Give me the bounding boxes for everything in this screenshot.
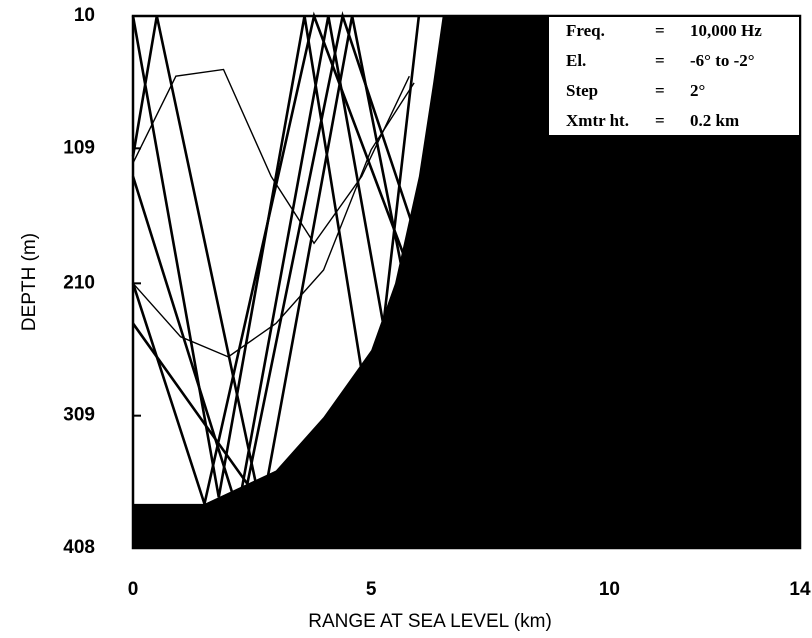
shadow-zone xyxy=(133,16,800,548)
ray xyxy=(131,11,411,509)
annotation-value: -6° to -2° xyxy=(690,51,755,70)
annotation-equals: = xyxy=(655,81,665,100)
annotation-label: Step xyxy=(566,81,598,100)
annotation-label: Xmtr ht. xyxy=(566,111,629,130)
x-tick-label: 5 xyxy=(366,579,377,600)
annotation-equals: = xyxy=(655,111,665,130)
y-tick-label: 109 xyxy=(63,137,95,158)
ray xyxy=(131,10,416,488)
annotation-box xyxy=(547,15,801,137)
annotation-value: 0.2 km xyxy=(690,111,739,130)
x-tick-label: 10 xyxy=(599,579,620,600)
annotation-label: Freq. xyxy=(566,21,605,40)
annotation-equals: = xyxy=(655,51,665,70)
x-tick-label: 14 xyxy=(789,579,811,600)
plot-frame xyxy=(131,14,802,550)
y-tick-label: 210 xyxy=(63,272,95,293)
x-tick-label: 0 xyxy=(128,579,139,600)
y-tick-label: 309 xyxy=(63,405,95,426)
ray xyxy=(131,15,430,511)
annotation-value: 10,000 Hz xyxy=(690,21,762,40)
annotation-equals: = xyxy=(655,21,665,40)
y-axis-label: DEPTH (m) xyxy=(19,233,40,331)
annotation-label: El. xyxy=(566,51,586,70)
y-tick-label: 10 xyxy=(74,5,95,26)
ray-curve xyxy=(132,68,410,245)
ray-curve xyxy=(132,82,415,358)
x-axis-label: RANGE AT SEA LEVEL (km) xyxy=(308,611,552,632)
annotation-value: 2° xyxy=(690,81,705,100)
y-tick-label: 408 xyxy=(63,537,95,558)
ray xyxy=(131,15,392,511)
